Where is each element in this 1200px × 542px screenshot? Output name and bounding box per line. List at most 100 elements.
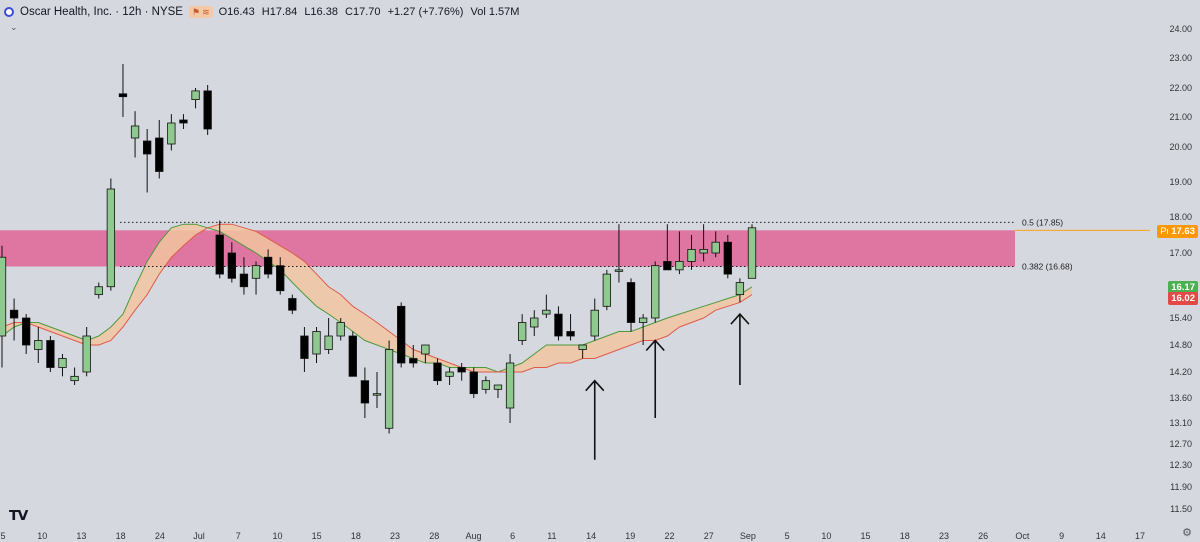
time-tick-label: 14	[586, 531, 596, 541]
tradingview-logo-icon[interactable]: 𝗧𝗩	[9, 507, 28, 523]
time-tick-label: 26	[978, 531, 988, 541]
candle-body-up	[542, 309, 551, 315]
candle	[0, 245, 7, 368]
price-tick-label: 24.00	[1169, 24, 1192, 34]
time-tick-label: 28	[429, 531, 439, 541]
candle	[445, 367, 454, 385]
candle	[215, 220, 224, 279]
candle-body-up	[324, 335, 333, 350]
time-tick-label: 27	[704, 531, 714, 541]
price-tick-label: 13.10	[1169, 418, 1192, 428]
indicator-badge[interactable]: ⚑ ≋	[188, 6, 213, 18]
settings-gear-icon[interactable]: ⚙	[1182, 527, 1192, 539]
time-tick-label: 10	[821, 531, 831, 541]
candle-body-up	[590, 309, 599, 337]
price-tick-label: 14.80	[1169, 340, 1192, 350]
candle-body-up	[421, 344, 430, 355]
time-tick-label: 10	[37, 531, 47, 541]
candle	[239, 257, 249, 295]
candle	[735, 278, 745, 303]
candle	[143, 129, 152, 193]
ma-ribbon	[2, 224, 752, 372]
candle	[602, 269, 611, 311]
candle	[191, 88, 200, 109]
candle	[360, 367, 370, 418]
candle-body-up	[34, 340, 43, 350]
candle	[288, 294, 297, 315]
candle	[155, 120, 164, 179]
candle-body-down	[46, 340, 55, 368]
chevron-down-icon[interactable]: ⌄	[10, 22, 18, 32]
candle-body-down	[288, 298, 297, 311]
price-tick-label: 13.60	[1169, 393, 1192, 403]
candle	[179, 114, 188, 129]
candle-body-down	[155, 137, 164, 172]
candle-body-up	[106, 188, 116, 288]
ohlc-readout: O16.43 H17.84 L16.38 C17.70 +1.27 (+7.76…	[219, 6, 524, 18]
price-tick-label: 18.00	[1169, 212, 1192, 222]
candle-body-up	[651, 265, 660, 319]
candle	[300, 327, 309, 372]
symbol-title[interactable]: Oscar Health, Inc. · 12h · NYSE	[20, 6, 183, 18]
volume-value: Vol 1.57M	[470, 6, 520, 18]
time-tick-label: 18	[900, 531, 910, 541]
price-tick-label: 20.00	[1169, 142, 1192, 152]
candle-body-down	[626, 282, 636, 323]
candle-body-up	[94, 286, 103, 296]
arrow-head	[585, 379, 605, 392]
candle-body-down	[300, 335, 309, 359]
time-tick-label: 13	[76, 531, 86, 541]
price-tick-label: 23.00	[1169, 53, 1192, 63]
candle-body-up	[530, 317, 539, 328]
time-tick-label: 22	[665, 531, 675, 541]
candle-body-down	[239, 273, 249, 288]
candle	[505, 354, 515, 423]
candle	[687, 235, 696, 270]
candle	[638, 314, 648, 345]
fib-label: 0.382 (16.68)	[1022, 261, 1073, 271]
candle	[22, 314, 31, 354]
time-tick-label: 14	[1096, 531, 1106, 541]
candle-body-down	[554, 313, 563, 337]
arrow-up-icon	[730, 312, 750, 385]
candle	[70, 367, 79, 385]
candle	[493, 384, 503, 398]
time-tick-label: Sep	[740, 531, 756, 541]
candle-body-up	[481, 380, 491, 390]
symbol-logo-icon[interactable]	[4, 7, 14, 17]
candle-body-down	[143, 140, 152, 155]
candle	[421, 344, 430, 363]
candle-body-down	[566, 331, 575, 337]
candle-body-up	[167, 122, 176, 145]
candle-body-down	[263, 256, 273, 275]
candle-body-up	[711, 241, 720, 254]
candle	[699, 224, 708, 262]
candle-body-up	[638, 317, 648, 323]
candle-body-up	[58, 358, 67, 368]
candle	[118, 64, 128, 117]
candle-body-up	[130, 125, 140, 139]
high-value: H17.84	[261, 6, 298, 18]
ma-slow-line	[1, 223, 753, 373]
candle	[530, 310, 539, 336]
price-tick-label: 15.40	[1169, 313, 1192, 323]
candle-body-up	[505, 362, 515, 409]
chart-header: Oscar Health, Inc. · 12h · NYSE ⚑ ≋ O16.…	[4, 3, 523, 21]
time-tick-label: 23	[939, 531, 949, 541]
candle	[324, 318, 333, 354]
candle-body-down	[276, 265, 285, 292]
candle	[566, 314, 575, 341]
candle-body-up	[578, 344, 587, 350]
candle	[397, 302, 406, 368]
open-value: O16.43	[218, 6, 255, 18]
candle-body-up	[251, 265, 261, 279]
candle	[106, 178, 116, 291]
candle	[46, 336, 55, 372]
candle	[251, 261, 261, 295]
candle	[590, 298, 599, 341]
price-tick-label: 11.50	[1170, 504, 1192, 514]
candle-body-up	[735, 282, 745, 296]
candle	[409, 345, 418, 368]
low-value: L16.38	[304, 6, 338, 18]
